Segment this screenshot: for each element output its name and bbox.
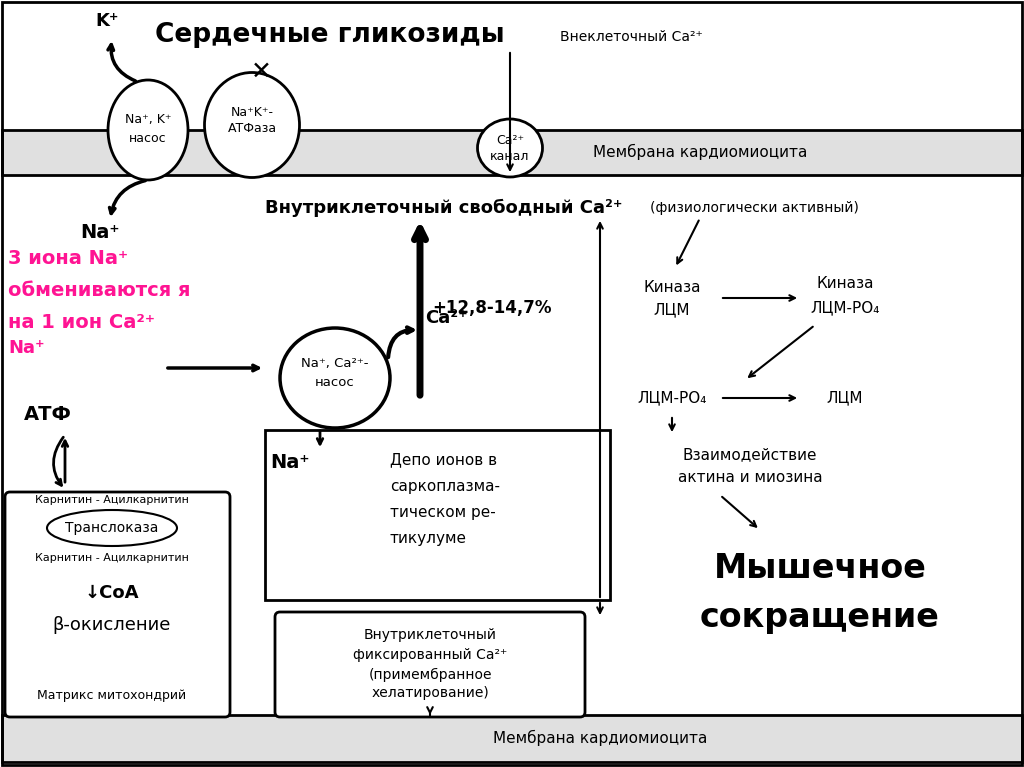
Text: Na⁺: Na⁺	[270, 453, 309, 472]
Text: Мембрана кардиомиоцита: Мембрана кардиомиоцита	[493, 730, 708, 746]
Ellipse shape	[108, 80, 188, 180]
Text: ЛЦМ-РО₄: ЛЦМ-РО₄	[637, 390, 707, 406]
Text: ЛЦМ-РО₄: ЛЦМ-РО₄	[810, 301, 880, 315]
Ellipse shape	[280, 328, 390, 428]
Ellipse shape	[205, 73, 299, 177]
Text: Депо ионов в: Депо ионов в	[390, 453, 497, 468]
Text: Транслоказа: Транслоказа	[66, 521, 159, 535]
Text: Внутриклеточный свободный Ca²⁺: Внутриклеточный свободный Ca²⁺	[265, 199, 623, 217]
Text: 3 иона Na⁺: 3 иона Na⁺	[8, 249, 128, 268]
Text: Ca²⁺: Ca²⁺	[425, 309, 468, 327]
Text: насос: насос	[129, 131, 167, 144]
Text: тикулуме: тикулуме	[390, 531, 467, 545]
Text: хелатирование): хелатирование)	[371, 686, 488, 700]
Text: на 1 ион Ca²⁺: на 1 ион Ca²⁺	[8, 312, 155, 331]
Text: (примембранное: (примембранное	[369, 668, 492, 682]
FancyBboxPatch shape	[5, 492, 230, 717]
Text: канал: канал	[490, 150, 529, 163]
Text: Внутриклеточный: Внутриклеточный	[364, 628, 497, 642]
Text: K⁺: K⁺	[95, 12, 119, 30]
Text: Карнитин - Ацилкарнитин: Карнитин - Ацилкарнитин	[35, 495, 189, 505]
Text: ЛЦМ: ЛЦМ	[826, 390, 863, 406]
Text: обмениваются я: обмениваются я	[8, 281, 190, 299]
Text: фиксированный Ca²⁺: фиксированный Ca²⁺	[353, 648, 507, 662]
Text: АТФ: АТФ	[24, 406, 72, 424]
Text: ЛЦМ: ЛЦМ	[653, 302, 690, 318]
Text: Внеклеточный Ca²⁺: Внеклеточный Ca²⁺	[560, 30, 702, 44]
Text: Na⁺: Na⁺	[80, 222, 120, 242]
Text: Киназа: Киназа	[816, 275, 873, 291]
Text: Взаимодействие: Взаимодействие	[683, 447, 817, 463]
Text: тическом ре-: тическом ре-	[390, 505, 496, 519]
Text: актина и миозина: актина и миозина	[678, 470, 822, 486]
Ellipse shape	[477, 119, 543, 177]
Bar	[2, 130, 1022, 175]
Text: Na⁺, K⁺: Na⁺, K⁺	[125, 114, 171, 127]
Text: Матрикс митохондрий: Матрикс митохондрий	[38, 689, 186, 702]
FancyBboxPatch shape	[275, 612, 585, 717]
Ellipse shape	[47, 510, 177, 546]
Text: (физиологически активный): (физиологически активный)	[650, 201, 859, 215]
Text: Киназа: Киназа	[643, 281, 700, 295]
Text: Na⁺K⁺-: Na⁺K⁺-	[230, 107, 273, 120]
Text: +12,8-14,7%: +12,8-14,7%	[432, 299, 552, 317]
Text: Ca²⁺: Ca²⁺	[496, 134, 524, 147]
Text: ↓CoA: ↓CoA	[85, 584, 139, 602]
Text: Карнитин - Ацилкарнитин: Карнитин - Ацилкарнитин	[35, 553, 189, 563]
Text: сокращение: сокращение	[700, 601, 940, 634]
Text: Na⁺, Ca²⁺-: Na⁺, Ca²⁺-	[301, 357, 369, 370]
Text: саркоплазма-: саркоплазма-	[390, 479, 500, 493]
Text: β-окисление: β-окисление	[53, 616, 171, 634]
Text: АТФаза: АТФаза	[227, 121, 276, 134]
Text: Мышечное: Мышечное	[714, 551, 927, 584]
Text: Мембрана кардиомиоцита: Мембрана кардиомиоцита	[593, 144, 807, 160]
Text: Сердечные гликозиды: Сердечные гликозиды	[156, 22, 505, 48]
Bar	[2, 715, 1022, 762]
Text: насос: насос	[315, 376, 355, 389]
Text: Na⁺: Na⁺	[8, 339, 45, 357]
Bar	[265, 430, 610, 600]
Text: ✕: ✕	[251, 60, 271, 84]
